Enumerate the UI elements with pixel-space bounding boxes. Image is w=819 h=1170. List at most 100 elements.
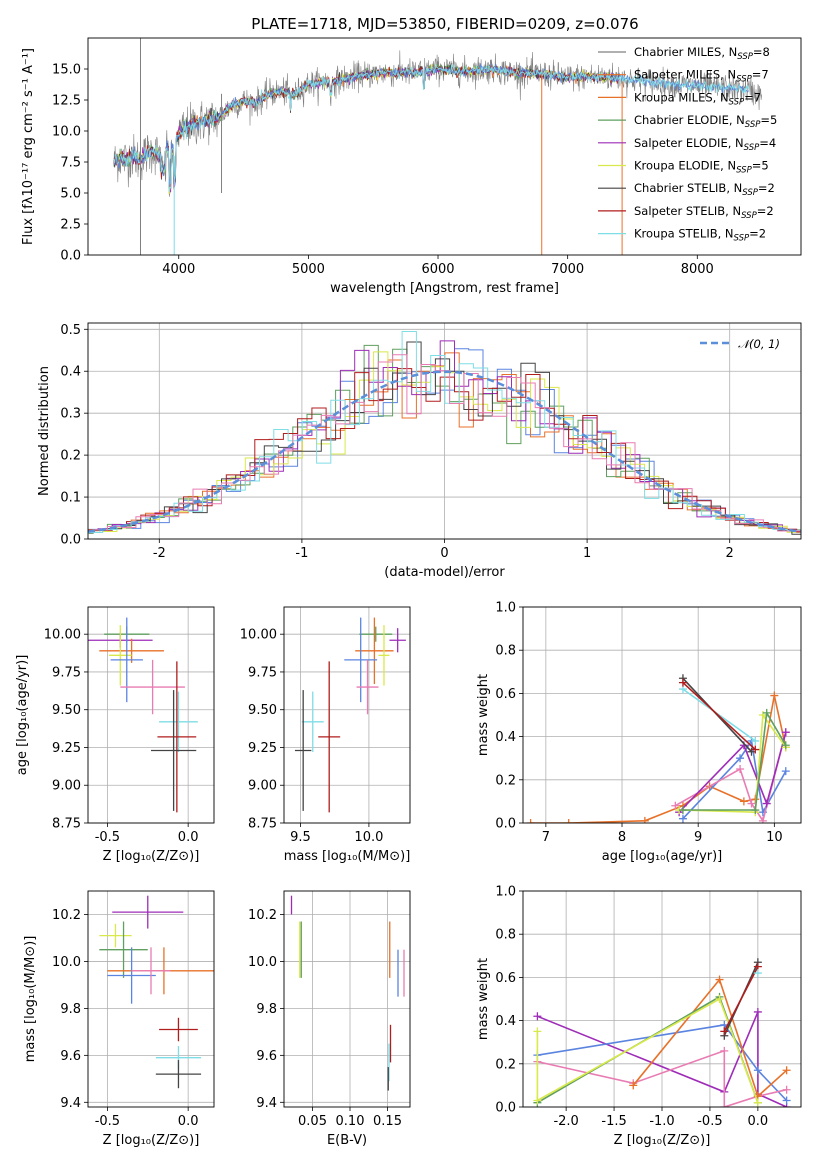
errorbar-point [359,626,393,642]
y-tick-label: 8.75 [52,817,81,832]
y-tick-label: 2.5 [60,218,81,233]
spectrum-model [113,65,620,195]
legend-entry: Kroupa ELODIE, NSSP=5 [634,159,769,176]
y-tick-label: 9.25 [52,741,81,756]
errorbar-point [99,921,148,978]
errorbar-point [99,923,132,948]
y-tick-label: 12.5 [52,94,81,109]
weight-series [536,997,759,1103]
x-tick-label: -2.0 [553,1114,578,1129]
legend-entry: 𝒩(0, 1) [738,337,780,351]
y-tick-label: 10.2 [248,908,277,923]
y-tick-label: 0.0 [60,249,81,264]
x-tick-label: 8000 [681,262,714,277]
x-tick-label: 10.0 [354,830,383,845]
errorbar-point [356,659,379,715]
x-tick-label: -1 [295,546,308,561]
x-tick-label: 0.10 [336,1114,365,1129]
x-axis-label: mass [log₁₀(M/M⊙)] [284,849,411,864]
weight-marker [751,806,760,815]
errorbar-point [151,690,197,811]
plot-area-age_vs_Z [88,617,198,813]
y-tick-label: 10.0 [52,125,81,140]
weight-marker [533,1027,542,1036]
y-tick-label: 0.6 [495,971,516,986]
histogram-series [88,331,801,534]
x-tick-label: 5000 [292,262,325,277]
y-tick-label: 1.0 [495,601,516,616]
errorbar-point [389,628,406,653]
x-tick-label: 10 [766,830,783,845]
plot-area-mass_vs_ebv [290,895,405,1091]
weight-marker [736,754,745,763]
weight-marker [753,969,762,978]
legend-entry: Kroupa MILES, NSSP=7 [634,90,761,107]
weight-marker [782,1096,791,1105]
y-tick-label: 0.0 [495,1101,516,1116]
normal-curve [88,370,801,533]
axes-residuals: -2 -1 0 1 2 0.0 0.1 0.2 0.3 0.4 0.5 (data-model)/er… [37,322,802,580]
histogram-series [88,344,801,534]
weight-marker [640,816,649,823]
y-tick-label: 9.75 [52,665,81,680]
errorbar-point [355,617,394,685]
x-tick-label: -1.0 [649,1114,674,1129]
y-axis-label: Flux [fλ10⁻¹⁷ erg cm⁻² s⁻¹ A⁻¹] [21,48,36,245]
weight-marker [747,799,756,808]
x-tick-label: 9.5 [290,830,311,845]
legend-entry: Salpeter STELIB, NSSP=2 [634,204,774,221]
weight-marker [770,691,779,700]
spectrum-model [113,63,749,193]
errorbar-point [378,625,390,686]
weight-marker [758,816,767,823]
weight-marker [751,745,760,754]
x-tick-label: 8 [618,830,626,845]
y-tick-label: 0.2 [60,449,81,464]
plot-area-residuals [88,331,801,535]
weight-marker [753,1066,762,1075]
y-tick-label: 0.5 [60,323,81,338]
errorbar-point [120,659,185,715]
axes-spectrum: 4000 5000 6000 7000 8000 0.0 2.5 5.0 7.5 10.0 12.5… [21,37,802,296]
weight-marker [715,975,724,984]
y-tick-label: 10.0 [52,955,81,970]
y-tick-label: 9.25 [248,741,277,756]
x-tick-label: -0.5 [95,1114,120,1129]
y-tick-label: 9.6 [60,1049,81,1064]
y-tick-label: 10.2 [52,908,81,923]
x-tick-label: 1 [583,546,591,561]
y-tick-label: 0.2 [495,773,516,788]
x-axis-label: age [log₁₀(age/yr)] [602,849,723,864]
weight-marker [720,1103,729,1107]
errorbar-point [155,1060,202,1089]
y-tick-label: 10.00 [240,628,277,643]
weight-marker [739,797,748,806]
errorbar-point [131,947,171,995]
axes-frame [283,606,411,824]
y-tick-label: 0.3 [60,407,81,422]
errorbar-point [294,690,312,811]
figure-title: PLATE=1718, MJD=53850, FIBERID=0209, z=0… [251,15,638,33]
x-tick-label: 0.0 [748,1114,769,1129]
weight-marker [736,765,745,773]
y-tick-label: 0.8 [495,928,516,943]
x-tick-label: 0.0 [178,1114,199,1129]
y-tick-label: 9.6 [256,1049,277,1064]
errorbar-point [344,617,378,703]
legend-entry: Salpeter MILES, NSSP=7 [634,68,769,85]
histogram-series [88,354,801,532]
errorbar-point [159,691,198,753]
weight-series [679,712,787,814]
x-tick-label: 9 [694,830,702,845]
y-tick-label: 0.8 [495,644,516,659]
axes-frame [522,606,802,824]
weight-marker [782,1066,791,1075]
y-axis-label: age [log₁₀(age/yr)] [15,655,30,776]
y-axis-label: Normed distribution [37,366,52,496]
x-tick-label: 0.0 [178,830,199,845]
spectrum-legend: Chabrier MILES, NSSP=8 Salpeter MILES, NS… [598,45,777,244]
legend-entry: Salpeter ELODIE, NSSP=4 [634,136,776,153]
axes-frame [87,37,802,256]
y-tick-label: 9.00 [52,779,81,794]
